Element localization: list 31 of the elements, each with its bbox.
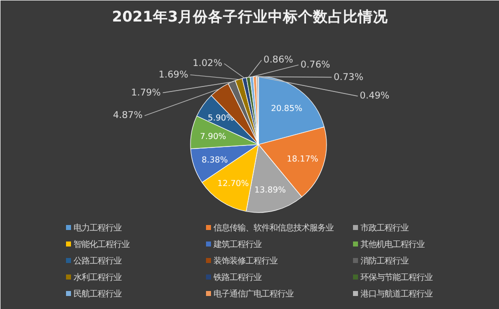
data-label: 1.79% (131, 87, 161, 98)
legend-label: 市政工程行业 (360, 222, 408, 232)
data-label: 5.90% (208, 112, 234, 123)
data-label: 4.87% (112, 110, 143, 122)
legend-label: 信息传输、软件和信息技术服务业 (214, 222, 334, 232)
legend-label: 其他机电工程行业 (360, 239, 424, 249)
data-label: 0.73% (334, 72, 364, 83)
legend-label: 电子通信广电工程行业 (214, 288, 294, 298)
data-label: 1.02% (192, 58, 222, 70)
legend-label: 装饰装修工程行业 (214, 256, 278, 266)
data-label: 12.70% (217, 178, 249, 188)
data-label: 0.86% (264, 54, 294, 66)
legend-label: 智能化工程行业 (74, 239, 130, 249)
data-label: 20.85% (270, 102, 303, 113)
legend-label: 电力工程行业 (74, 222, 122, 232)
data-label: 1.69% (158, 69, 188, 80)
legend-label: 水利工程行业 (74, 272, 122, 282)
data-label: 0.49% (360, 90, 390, 102)
legend-label: 公路工程行业 (74, 256, 122, 266)
legend-label: 铁路工程行业 (212, 272, 262, 282)
legend-label: 建筑工程行业 (212, 239, 262, 249)
data-label: 7.90% (200, 131, 226, 142)
data-label: 18.17% (286, 154, 318, 164)
legend-label: 民航工程行业 (74, 288, 122, 298)
data-label: 8.38% (202, 154, 228, 164)
data-label: 0.76% (300, 59, 330, 70)
legend-label: 环保与节能工程行业 (360, 272, 432, 282)
chart-title: 2021年3月份各子行业中标个数占比情况 (112, 8, 389, 26)
legend-label: 消防工程行业 (360, 256, 408, 266)
legend-label: 港口与航道工程行业 (360, 288, 432, 298)
data-label: 13.89% (254, 184, 286, 194)
